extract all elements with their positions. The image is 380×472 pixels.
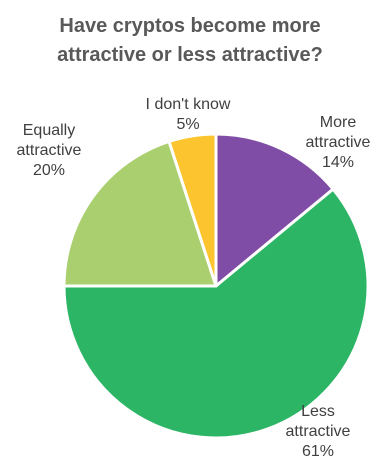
chart-title-line-2: attractive or less attractive?: [57, 44, 323, 66]
slice-label-equally-attractive-line-1: Equally: [22, 122, 76, 139]
pie-slice-more-attractive: [214, 132, 335, 288]
slice-label-less-attractive: Less attractive 61%: [268, 402, 368, 462]
slice-label-more-attractive-line-2: attractive: [305, 134, 371, 151]
slice-label-more-attractive-line-1: More: [319, 114, 357, 131]
slice-label-less-attractive-line-1: Less: [301, 403, 335, 420]
slice-label-less-attractive-line-2: attractive: [285, 423, 351, 440]
chart-title: Have cryptos become more attractive or l…: [0, 12, 380, 70]
slice-value-more-attractive: 14%: [321, 154, 355, 171]
slice-label-i-dont-know-line-1: I don't know: [145, 96, 231, 113]
chart-title-line-1: Have cryptos become more: [59, 15, 321, 37]
pie-slice-less-attractive: [62, 187, 370, 440]
pie-slice-i-dont-know: [167, 132, 218, 288]
slice-label-equally-attractive: Equally attractive 20%: [0, 121, 98, 181]
slice-label-i-dont-know: I don't know 5%: [118, 95, 258, 135]
pie-slice-equally-attractive: [62, 139, 218, 288]
slice-label-more-attractive: More attractive 14%: [288, 113, 380, 173]
slice-value-less-attractive: 61%: [301, 443, 335, 460]
slice-label-equally-attractive-line-2: attractive: [16, 142, 82, 159]
slice-value-equally-attractive: 20%: [32, 162, 66, 179]
slice-value-i-dont-know: 5%: [176, 116, 200, 133]
